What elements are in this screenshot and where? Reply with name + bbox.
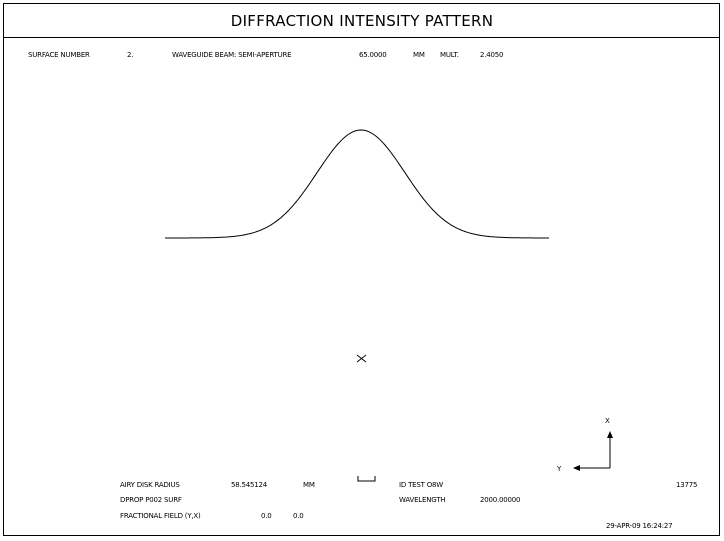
semi-aperture-label: WAVEGUIDE BEAM: SEMI-APERTURE: [172, 51, 292, 59]
scale-bracket: [357, 476, 376, 482]
airy-radius-value: 58.545124: [231, 481, 268, 489]
surface-number-label: SURFACE NUMBER: [28, 51, 90, 59]
mult-value: 2.4050: [480, 51, 504, 59]
axis-x-label: X: [605, 417, 610, 425]
page-title: DIFFRACTION INTENSITY PATTERN: [230, 12, 494, 30]
airy-radius-unit: MM: [303, 481, 315, 489]
semi-aperture-unit: MM: [413, 51, 425, 59]
axis-triad-icon: [573, 431, 613, 471]
id-label: ID TEST O8W: [399, 481, 444, 489]
title-divider: [3, 37, 720, 38]
wavelength-value: 2000.00000: [480, 496, 521, 504]
plot-frame: [3, 3, 720, 536]
mult-label: MULT.: [440, 51, 459, 59]
timestamp: 29-APR-09 16:24:27: [606, 522, 673, 530]
wavelength-label: WAVELENGTH: [399, 496, 446, 504]
fractional-field-y: 0.0: [261, 512, 272, 520]
dprop-label: DPROP P002 SURF: [120, 496, 182, 504]
axis-y-label: Y: [557, 465, 562, 473]
intensity-trace: [165, 129, 549, 239]
airy-radius-label: AIRY DISK RADIUS: [120, 481, 180, 489]
fractional-field-label: FRACTIONAL FIELD (Y,X): [120, 512, 201, 520]
fractional-field-x: 0.0: [293, 512, 304, 520]
id-value: 13775: [676, 481, 698, 489]
surface-number-value: 2.: [127, 51, 134, 59]
intensity-trace-group: [165, 129, 549, 239]
center-marker-icon: [356, 354, 367, 363]
semi-aperture-value: 65.0000: [359, 51, 387, 59]
